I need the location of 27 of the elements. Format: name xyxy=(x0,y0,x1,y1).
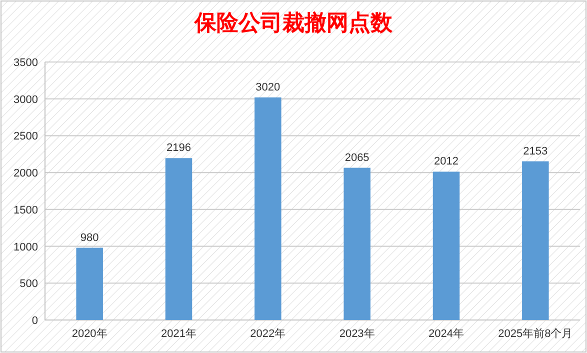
y-tick-label: 2500 xyxy=(14,130,38,143)
x-tick-label: 2021年 xyxy=(161,328,196,340)
x-tick-label: 2020年 xyxy=(72,328,108,340)
data-label: 3020 xyxy=(256,81,280,94)
y-tick-label: 1500 xyxy=(14,204,38,216)
x-tick-label: 2025年前8个月 xyxy=(498,328,573,340)
bar xyxy=(432,172,460,320)
y-tick-label: 1000 xyxy=(14,241,38,254)
data-label: 2012 xyxy=(434,156,458,168)
data-label: 2065 xyxy=(344,152,370,164)
bar xyxy=(76,248,103,320)
y-tick-label: 2000 xyxy=(14,168,38,180)
chart-title: 保险公司裁撤网点数 xyxy=(194,10,394,35)
bar xyxy=(165,158,192,320)
y-tick-label: 3000 xyxy=(14,94,38,106)
x-tick-label: 2023年 xyxy=(339,328,375,340)
y-tick-label: 3500 xyxy=(14,57,38,69)
data-label: 980 xyxy=(80,232,99,244)
y-tick-label: 0 xyxy=(32,315,38,327)
y-tick-label: 500 xyxy=(20,278,38,290)
bar xyxy=(522,161,549,320)
data-label: 2196 xyxy=(166,142,191,154)
bar xyxy=(344,168,370,320)
x-tick-label: 2022年 xyxy=(250,328,286,340)
bar xyxy=(254,97,282,320)
x-tick-label: 2024年 xyxy=(428,328,464,340)
data-label: 2153 xyxy=(523,145,548,158)
